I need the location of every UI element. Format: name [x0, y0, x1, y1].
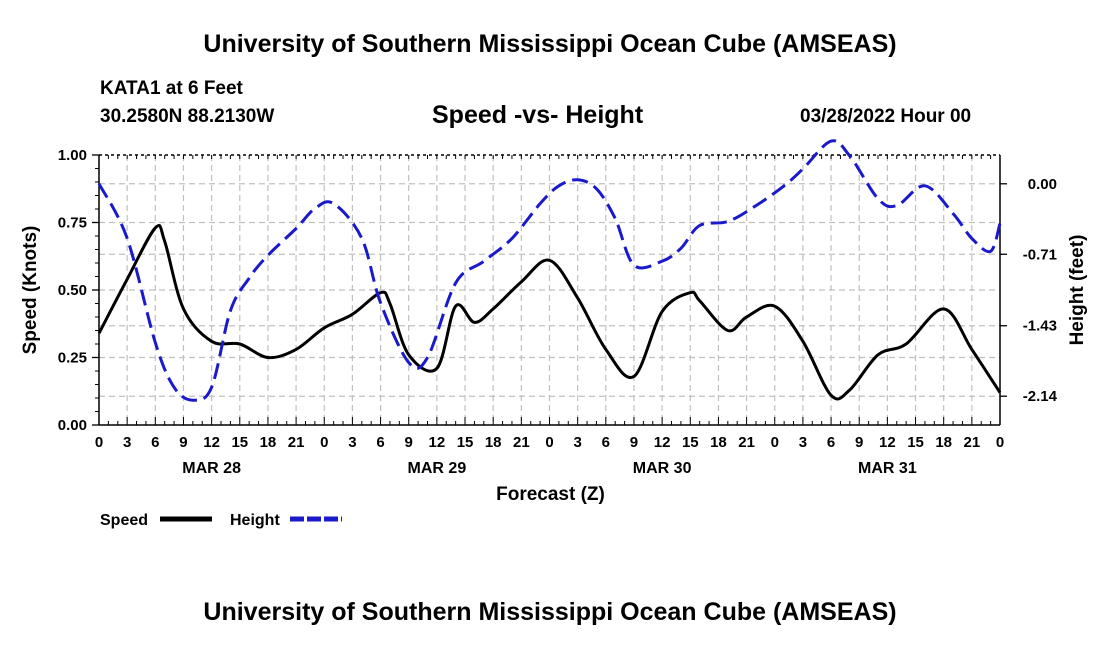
forecast-date: 03/28/2022 Hour 00: [800, 106, 972, 127]
legend-height-label: Height: [230, 512, 280, 529]
y-tick-label: 0.25: [58, 350, 87, 367]
y-tick-label: 0.00: [58, 417, 87, 434]
x-tick-label: 9: [855, 434, 863, 451]
x-tick-label: 3: [348, 434, 356, 451]
x-tick-label: 9: [179, 434, 187, 451]
x-tick-label: 12: [879, 434, 896, 451]
y-axis-title: Speed (Knots): [20, 226, 41, 355]
main-title: University of Southern Mississippi Ocean…: [203, 30, 897, 58]
y2-tick-label: -0.71: [1023, 246, 1057, 263]
x-tick-label: 6: [827, 434, 835, 451]
x-tick-label: 3: [573, 434, 581, 451]
y2-tick-label: -1.43: [1023, 318, 1057, 335]
x-tick-label: 18: [935, 434, 952, 451]
x-tick-label: 15: [682, 434, 699, 451]
chart-subtitle: Speed -vs- Height: [432, 101, 644, 129]
date-label: MAR 28: [182, 460, 241, 477]
date-label: MAR 30: [633, 460, 692, 477]
x-tick-label: 12: [203, 434, 220, 451]
y-tick-label: 0.75: [58, 215, 87, 232]
x-tick-label: 0: [996, 434, 1004, 451]
date-label: MAR 29: [408, 460, 467, 477]
x-tick-label: 6: [602, 434, 610, 451]
x-tick-label: 12: [429, 434, 446, 451]
x-tick-label: 0: [771, 434, 779, 451]
x-tick-label: 18: [710, 434, 727, 451]
legend-speed-label: Speed: [100, 512, 148, 529]
date-label: MAR 31: [858, 460, 917, 477]
y2-tick-label: -2.14: [1023, 388, 1058, 405]
coordinates-label: 30.2580N 88.2130W: [100, 106, 275, 127]
x-tick-label: 21: [513, 434, 530, 451]
x-tick-label: 18: [485, 434, 502, 451]
station-label: KATA1 at 6 Feet: [100, 78, 243, 99]
x-tick-label: 21: [738, 434, 755, 451]
y-tick-label: 1.00: [58, 147, 87, 164]
x-tick-label: 18: [260, 434, 277, 451]
x-tick-label: 9: [405, 434, 413, 451]
x-tick-label: 0: [545, 434, 553, 451]
x-tick-label: 21: [288, 434, 305, 451]
y2-tick-label: 0.00: [1028, 176, 1057, 193]
x-tick-label: 0: [320, 434, 328, 451]
x-tick-label: 21: [964, 434, 981, 451]
x-tick-label: 0: [95, 434, 103, 451]
x-tick-label: 6: [376, 434, 384, 451]
x-axis-title: Forecast (Z): [496, 484, 605, 505]
x-tick-label: 15: [231, 434, 248, 451]
speed-series-line: [97, 223, 1002, 401]
x-tick-label: 15: [457, 434, 474, 451]
x-tick-label: 3: [123, 434, 131, 451]
x-tick-label: 12: [654, 434, 671, 451]
y2-axis-title: Height (feet): [1067, 235, 1088, 346]
x-tick-label: 3: [799, 434, 807, 451]
height-series-line: [97, 139, 1002, 402]
y-tick-label: 0.50: [58, 282, 87, 299]
x-tick-label: 9: [630, 434, 638, 451]
x-tick-label: 6: [151, 434, 159, 451]
x-tick-label: 15: [907, 434, 924, 451]
footer-title: University of Southern Mississippi Ocean…: [203, 598, 897, 626]
